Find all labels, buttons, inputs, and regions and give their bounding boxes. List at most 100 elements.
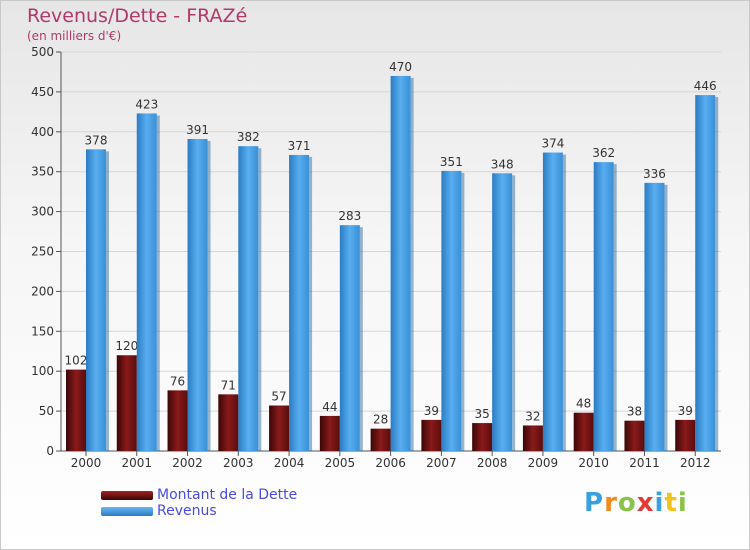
debt-bar bbox=[218, 394, 239, 451]
revenue-value-label: 336 bbox=[643, 167, 666, 181]
legend-swatch-revenue bbox=[101, 506, 153, 516]
debt-value-label: 76 bbox=[170, 374, 185, 388]
legend-item-revenue: Revenus bbox=[101, 503, 297, 519]
x-tick-label: 2001 bbox=[121, 456, 152, 470]
bar-shadow bbox=[359, 227, 363, 451]
debt-bar bbox=[66, 369, 86, 451]
debt-value-label: 44 bbox=[322, 400, 337, 414]
y-tick-label: 350 bbox=[31, 165, 54, 179]
logo-letter: i bbox=[654, 488, 665, 518]
x-tick-label: 2009 bbox=[528, 456, 559, 470]
revenue-value-label: 470 bbox=[389, 60, 412, 74]
legend: Montant de la Dette Revenus bbox=[101, 487, 297, 519]
debt-value-label: 28 bbox=[373, 413, 388, 427]
y-tick-label: 400 bbox=[31, 125, 54, 139]
legend-label-debt: Montant de la Dette bbox=[157, 487, 298, 503]
debt-bar bbox=[573, 412, 594, 451]
revenue-bar bbox=[492, 173, 513, 451]
revenue-value-label: 378 bbox=[85, 133, 108, 147]
y-tick-label: 0 bbox=[46, 444, 54, 458]
debt-value-label: 57 bbox=[271, 390, 286, 404]
proxiti-logo: Proxiti bbox=[584, 488, 688, 518]
logo-letter: r bbox=[604, 488, 618, 518]
y-tick-label: 500 bbox=[31, 45, 54, 59]
legend-label-revenue: Revenus bbox=[157, 503, 217, 519]
bar-shadow bbox=[512, 175, 516, 451]
x-tick-label: 2006 bbox=[375, 456, 406, 470]
y-tick-label: 450 bbox=[31, 85, 54, 99]
bar-shadow bbox=[309, 156, 313, 451]
revenue-bar bbox=[441, 170, 462, 452]
x-tick-label: 2011 bbox=[629, 456, 660, 470]
debt-value-label: 120 bbox=[115, 339, 138, 353]
x-tick-label: 2002 bbox=[172, 456, 203, 470]
revenue-value-label: 391 bbox=[186, 123, 209, 137]
revenue-value-label: 283 bbox=[338, 209, 361, 223]
revenue-bar bbox=[86, 149, 106, 451]
x-tick-label: 2004 bbox=[274, 456, 305, 470]
chart-title: Revenus/Dette - FRAZé bbox=[27, 5, 248, 27]
debt-value-label: 32 bbox=[525, 409, 540, 423]
logo-letter: t bbox=[664, 488, 678, 518]
bar-shadow bbox=[106, 151, 109, 451]
bar-shadow bbox=[664, 184, 668, 451]
debt-bar bbox=[421, 419, 442, 451]
debt-bar bbox=[675, 419, 696, 451]
y-tick-label: 200 bbox=[31, 284, 54, 298]
revenue-value-label: 382 bbox=[237, 130, 260, 144]
debt-value-label: 48 bbox=[576, 397, 591, 411]
revenue-value-label: 446 bbox=[694, 79, 717, 93]
x-tick-label: 2012 bbox=[680, 456, 711, 470]
debt-value-label: 39 bbox=[678, 404, 693, 418]
revenue-value-label: 423 bbox=[135, 97, 158, 111]
bar-shadow bbox=[613, 164, 617, 451]
debt-bar bbox=[522, 425, 543, 451]
debt-value-label: 39 bbox=[424, 404, 439, 418]
revenue-value-label: 351 bbox=[440, 155, 463, 169]
debt-bar bbox=[167, 390, 188, 451]
debt-bar bbox=[269, 405, 290, 451]
bar-shadow bbox=[258, 148, 262, 451]
bar-shadow bbox=[715, 97, 719, 451]
revenue-bar bbox=[695, 95, 716, 451]
debt-bar bbox=[319, 415, 340, 451]
debt-bar bbox=[472, 423, 493, 451]
x-tick-label: 2010 bbox=[578, 456, 609, 470]
debt-bar bbox=[116, 355, 137, 451]
x-tick-label: 2005 bbox=[325, 456, 356, 470]
debt-bar bbox=[624, 420, 645, 451]
y-tick-label: 250 bbox=[31, 245, 54, 259]
debt-value-label: 38 bbox=[627, 405, 642, 419]
x-tick-label: 2003 bbox=[223, 456, 254, 470]
bar-shadow bbox=[410, 77, 414, 451]
debt-value-label: 102 bbox=[65, 354, 88, 368]
logo-letter: P bbox=[584, 488, 605, 518]
revenue-bar bbox=[238, 146, 259, 451]
x-tick-label: 2000 bbox=[71, 456, 102, 470]
legend-swatch-debt bbox=[101, 490, 153, 500]
revenue-value-label: 362 bbox=[592, 146, 615, 160]
debt-bar bbox=[370, 428, 391, 451]
legend-item-debt: Montant de la Dette bbox=[101, 487, 297, 503]
bar-shadow bbox=[562, 154, 566, 451]
y-tick-label: 150 bbox=[31, 324, 54, 338]
revenue-value-label: 374 bbox=[541, 137, 564, 151]
revenue-bar bbox=[289, 154, 310, 451]
x-tick-label: 2007 bbox=[426, 456, 457, 470]
logo-letter: o bbox=[617, 488, 637, 518]
y-tick-label: 100 bbox=[31, 364, 54, 378]
chart-subtitle: (en milliers d'€) bbox=[27, 29, 122, 43]
revenue-bar bbox=[187, 138, 208, 451]
revenue-bar bbox=[644, 182, 665, 451]
revenue-value-label: 348 bbox=[491, 157, 514, 171]
x-tick-label: 2008 bbox=[477, 456, 508, 470]
revenue-bar bbox=[339, 225, 360, 451]
revenue-value-label: 371 bbox=[288, 139, 311, 153]
bar-shadow bbox=[461, 172, 465, 452]
y-tick-label: 50 bbox=[39, 404, 54, 418]
revenue-bar bbox=[390, 75, 411, 451]
logo-letter: i bbox=[677, 488, 688, 518]
debt-value-label: 35 bbox=[475, 407, 490, 421]
